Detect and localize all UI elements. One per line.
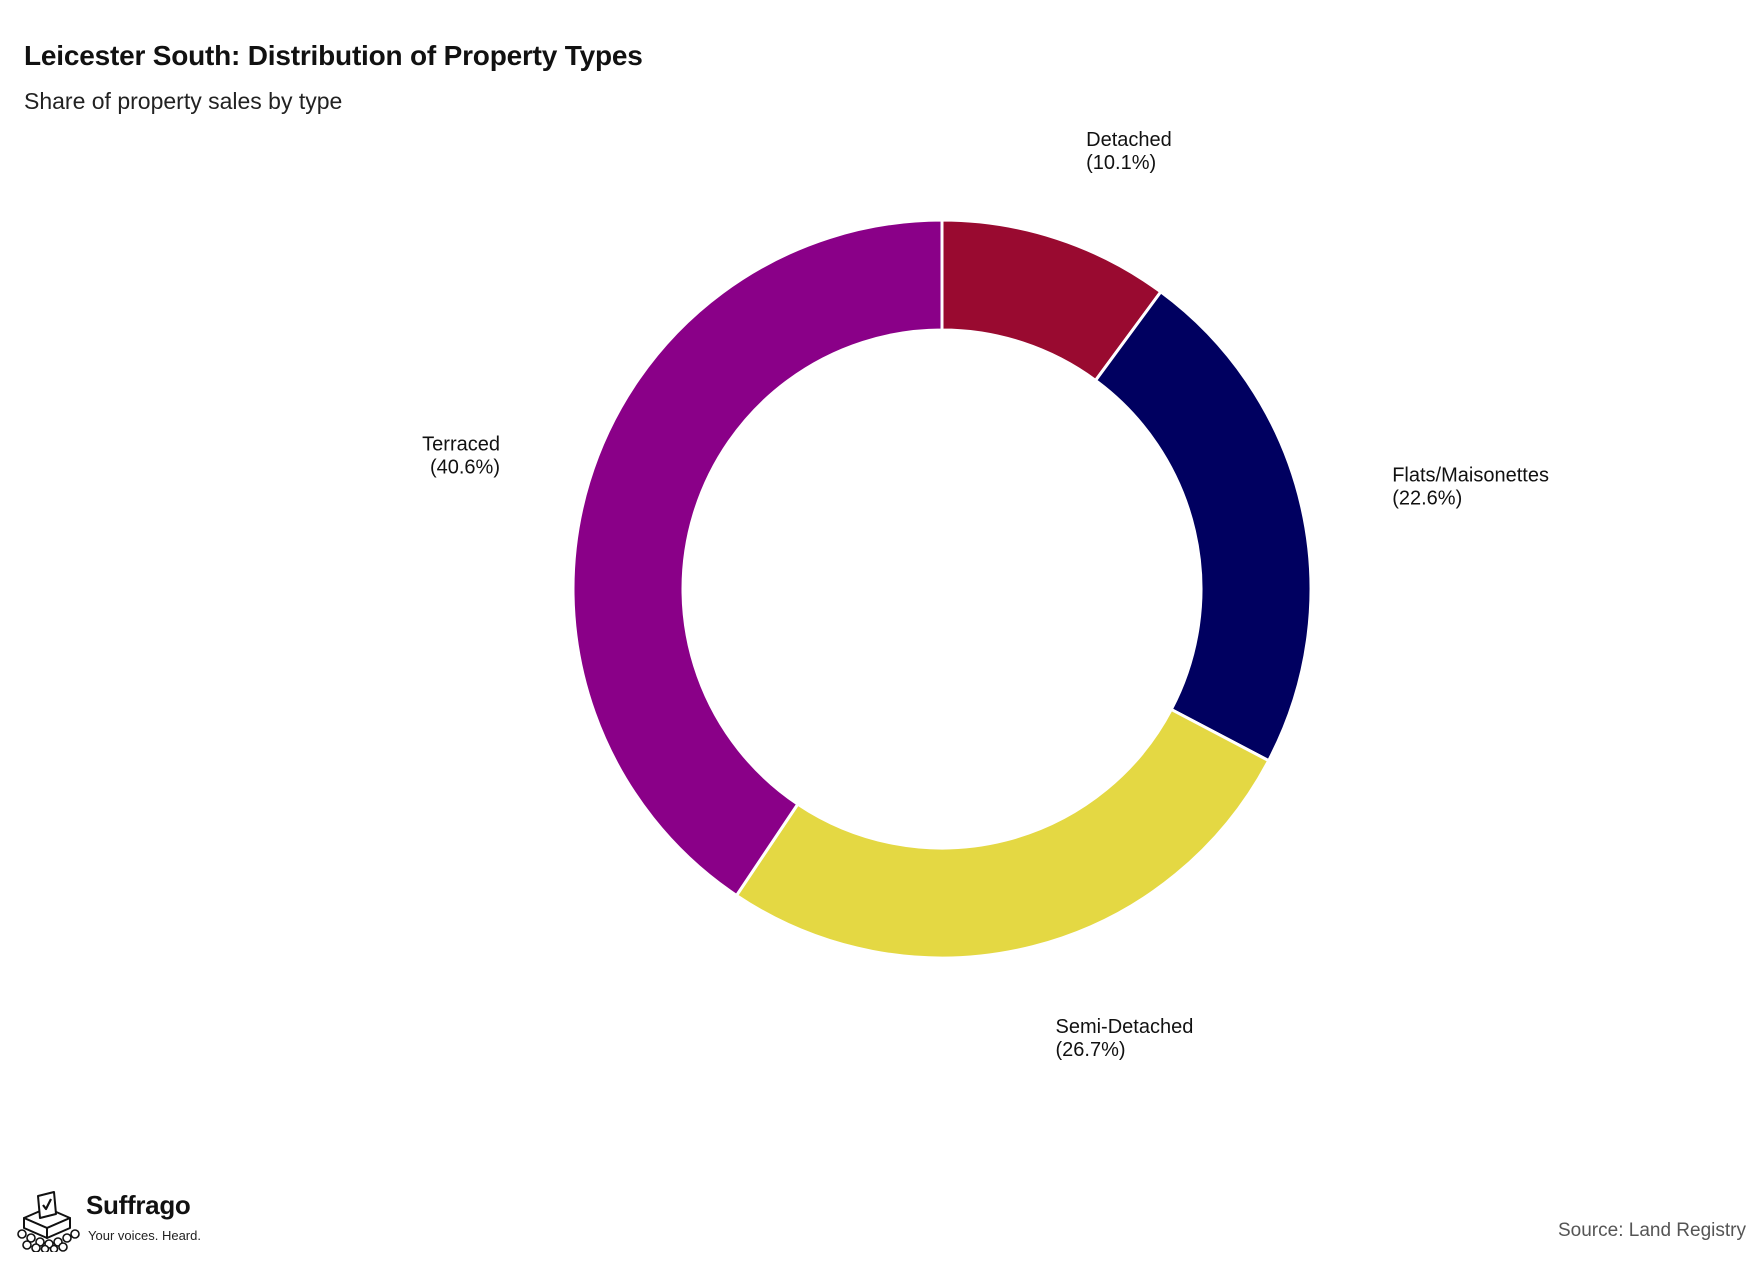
slice-label-value: (40.6%) (430, 457, 500, 479)
source-note: Source: Land Registry (1558, 1220, 1746, 1241)
brand-tagline: Your voices. Heard. (88, 1228, 201, 1243)
slice-label-name: Flats/Maisonettes (1392, 464, 1549, 486)
slice-semi-detached (734, 707, 1271, 960)
donut-slices (571, 218, 1313, 960)
slice-label-value: (22.6%) (1392, 487, 1462, 509)
brand-logo-block: Suffrago Your voices. Heard. (14, 1188, 234, 1252)
slice-label-name: Terraced (422, 434, 500, 456)
slice-flats-maisonettes (1093, 289, 1313, 763)
slice-label-name: Semi-Detached (1055, 1016, 1193, 1038)
brand-name: Suffrago (86, 1190, 191, 1220)
chart-subtitle: Share of property sales by type (24, 88, 343, 114)
slice-label-value: (10.1%) (1086, 152, 1156, 174)
ballot-box-crowd-icon (17, 1191, 80, 1252)
slice-label-value: (26.7%) (1055, 1039, 1125, 1061)
slice-label-detached: Detached (10.1%) (1086, 129, 1172, 174)
slice-label-terraced: Terraced (40.6%) (422, 434, 500, 479)
slice-label-flats-maisonettes: Flats/Maisonettes (22.6%) (1392, 464, 1549, 509)
slice-label-semi-detached: Semi-Detached (26.7%) (1055, 1016, 1193, 1061)
chart-title: Leicester South: Distribution of Propert… (24, 40, 643, 71)
slice-label-name: Detached (1086, 129, 1172, 151)
slice-labels: Detached (10.1%) Flats/Maisonettes (22.6%) S… (422, 129, 1549, 1061)
slice-terraced (571, 218, 944, 898)
